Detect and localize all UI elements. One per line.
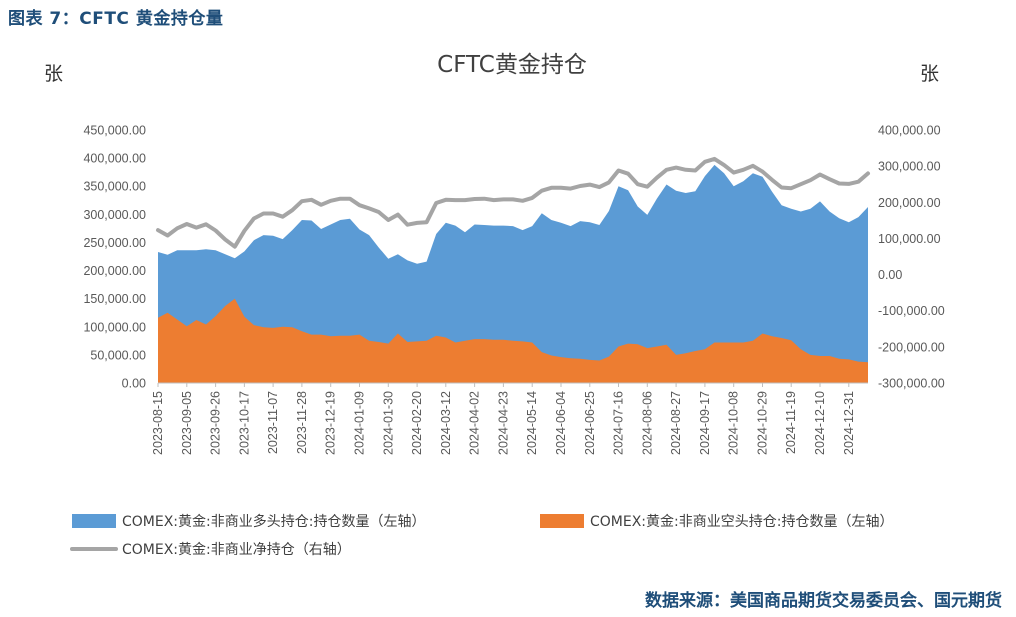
left-tick-label: 100,000.00 [83,320,146,334]
series-area-1 [158,298,868,383]
left-tick-label: 50,000.00 [90,348,146,362]
x-tick-label: 2024-06-04 [554,391,568,455]
x-tick-label: 2024-09-17 [698,391,712,455]
x-tick-label: 2024-10-08 [727,391,741,455]
left-tick-label: 250,000.00 [83,236,146,250]
axes: 450,000.00 400,000.00 350,000.00 300,000.00… [83,124,944,455]
x-tick-label: 2023-09-26 [209,391,223,455]
x-tick-label: 2024-02-20 [410,391,424,455]
x-tick-label: 2024-05-14 [525,391,539,455]
legend-swatch [72,514,116,528]
x-tick-label: 2024-01-09 [353,391,367,455]
right-tick-label: 100,000.00 [878,232,941,246]
chart-title: CFTC黄金持仓 [437,52,587,78]
right-tick-label: -200,000.00 [878,340,945,354]
x-tick-label: 2023-10-17 [237,391,251,455]
x-tick-label: 2024-06-25 [583,391,597,455]
left-axis-unit: 张 [44,63,63,85]
x-tick-label: 2023-11-28 [295,391,309,454]
left-tick-label: 400,000.00 [83,152,146,166]
x-tick-label: 2024-04-23 [496,391,510,455]
series-area-0 [158,164,868,383]
figure-caption: 图表 7：CFTC 黄金持仓量 [8,9,224,29]
x-tick-label: 2024-04-02 [468,391,482,455]
x-tick-label: 2024-08-06 [640,391,654,455]
x-tick-label: 2024-12-10 [813,391,827,455]
legend: COMEX:黄金:非商业多头持仓:持仓数量（左轴） COMEX:黄金:非商业空头持… [70,513,893,558]
series-line-2 [156,156,870,249]
x-tick-label: 2023-12-19 [324,391,338,455]
x-tick-label: 2024-08-27 [669,391,683,455]
left-tick-label: 0.00 [122,377,146,391]
right-tick-label: -100,000.00 [878,304,945,318]
x-tick-label: 2023-11-07 [266,391,280,454]
legend-label: COMEX:黄金:非商业空头持仓:持仓数量（左轴） [590,513,893,530]
left-tick-label: 300,000.00 [83,208,146,222]
right-tick-label: 300,000.00 [878,160,941,174]
left-tick-label: 150,000.00 [83,292,146,306]
legend-label: COMEX:黄金:非商业多头持仓:持仓数量（左轴） [122,513,425,530]
left-tick-label: 200,000.00 [83,264,146,278]
legend-swatch [540,514,584,528]
x-tick-label: 2023-08-15 [151,391,165,455]
x-tick-label: 2024-12-31 [842,391,856,455]
right-tick-label: 200,000.00 [878,196,941,210]
source-note: 数据来源：美国商品期货交易委员会、国元期货 [645,591,1002,611]
right-tick-label: 400,000.00 [878,124,941,138]
x-tick-label: 2024-03-12 [439,391,453,455]
x-tick-label: 2024-01-30 [381,391,395,455]
legend-label: COMEX:黄金:非商业净持仓（右轴） [122,541,351,558]
x-tick-label: 2024-11-19 [784,391,798,454]
x-tick-label: 2024-07-16 [612,391,626,455]
right-axis-unit: 张 [920,63,939,85]
left-tick-label: 450,000.00 [83,124,146,138]
right-tick-label: -300,000.00 [878,377,945,391]
plot-area [156,156,870,383]
right-tick-label: 0.00 [878,268,902,282]
left-tick-label: 350,000.00 [83,180,146,194]
x-tick-label: 2023-09-05 [180,391,194,455]
x-tick-label: 2024-10-29 [756,391,770,455]
